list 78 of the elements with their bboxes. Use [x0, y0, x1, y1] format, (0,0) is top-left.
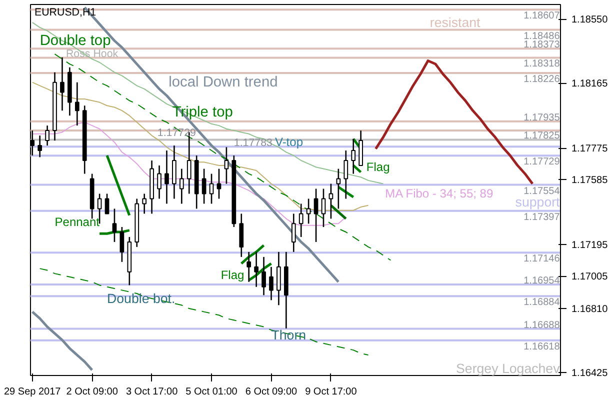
y-tick-label: 1.17775: [572, 144, 608, 155]
annotation: support: [515, 194, 560, 210]
candlestick: [164, 150, 169, 204]
ref-line-label: 1.16618: [524, 341, 560, 352]
y-tick-label: 1.16425: [572, 368, 608, 380]
candlestick: [344, 150, 348, 200]
ref-line-label: 1.16688: [524, 320, 560, 331]
candlestick: [120, 226, 124, 263]
ref-line-label: 1.18607: [524, 10, 560, 22]
candlestick: [157, 164, 162, 200]
y-tick-label: 1.18165: [572, 78, 608, 90]
y-tick-label: 1.18550: [572, 14, 608, 26]
annotation: Pennant: [54, 215, 100, 230]
ref-line-label: 1.18486: [524, 30, 560, 42]
candlestick: [254, 251, 258, 288]
line-series: [31, 310, 94, 372]
annotation: Double top: [40, 32, 111, 49]
candlestick: [224, 146, 229, 184]
candlestick: [298, 203, 304, 238]
y-tick-label: 1.17585: [572, 175, 608, 186]
chart-title: EURUSD,H1: [34, 6, 96, 18]
y-tick-label: 1.17005: [572, 272, 608, 283]
y-tick-label: 1.17195: [572, 240, 608, 251]
ref-line-label: 1.18318: [524, 58, 560, 70]
candlestick: [314, 188, 318, 243]
candlestick: [269, 266, 274, 301]
x-tick-label: 29 Sep 2017: [4, 386, 62, 398]
candlestick: [291, 213, 296, 253]
ref-line-label: 1.17554: [524, 186, 560, 197]
annotation: V-top: [274, 135, 304, 150]
ref-line-label: 1.17825: [524, 130, 560, 142]
ref-line-label: 1.18373: [524, 40, 560, 51]
annotation: Triple top: [172, 104, 233, 120]
candlestick: [202, 168, 206, 204]
candlestick: [38, 134, 42, 158]
candlestick: [239, 213, 244, 258]
ref-line-label: 1.16954: [524, 276, 560, 287]
candlestick: [328, 183, 334, 220]
annotation: Sergey Logachev: [456, 360, 560, 376]
annotation: Thorn: [271, 328, 306, 343]
candlestick: [179, 168, 184, 204]
x-tick-label: 2 Oct 09:00: [66, 386, 118, 398]
line-series: [240, 244, 266, 265]
ref-line-label: 1.17729: [524, 156, 560, 168]
candlestick: [112, 208, 117, 243]
annotation: Double bot.: [107, 291, 176, 306]
line-series: [39, 268, 369, 356]
candlestick: [262, 256, 266, 296]
x-tick-label: 3 Oct 17:00: [126, 386, 178, 398]
x-tick-label: 9 Oct 17:00: [305, 386, 358, 398]
annotation: MA Fibo - 34; 55; 89: [385, 186, 494, 201]
candlestick: [60, 56, 64, 112]
ref-line-label: 1.17397: [524, 212, 560, 223]
annotation: Flag: [366, 160, 390, 174]
candlestick: [74, 82, 80, 126]
x-tick-label: 6 Oct 09:00: [245, 386, 298, 398]
candlestick: [336, 168, 341, 210]
candlestick: [172, 144, 176, 200]
line-series: [106, 154, 131, 217]
candlestick: [351, 138, 356, 174]
candlestick: [45, 124, 50, 146]
annotation: local Down trend: [168, 74, 278, 90]
ref-line-label: 1.18226: [524, 74, 560, 86]
candlestick: [209, 173, 214, 204]
candlestick: [216, 168, 222, 200]
x-tick-label: 5 Oct 01:00: [186, 386, 238, 398]
candlestick: [246, 251, 252, 283]
ref-line-label: 1.16884: [524, 297, 560, 308]
y-tick-label: 1.16810: [572, 304, 608, 315]
candlestick: [142, 193, 147, 214]
ref-line-label: 1.17146: [524, 254, 560, 265]
annotation: resistant: [430, 14, 481, 30]
annotation: Flag: [220, 268, 244, 282]
candlestick: [306, 198, 311, 224]
annotation: 1.17783: [234, 137, 273, 150]
candlestick: [276, 251, 281, 306]
candlestick: [104, 193, 110, 214]
candlestick: [321, 188, 326, 228]
